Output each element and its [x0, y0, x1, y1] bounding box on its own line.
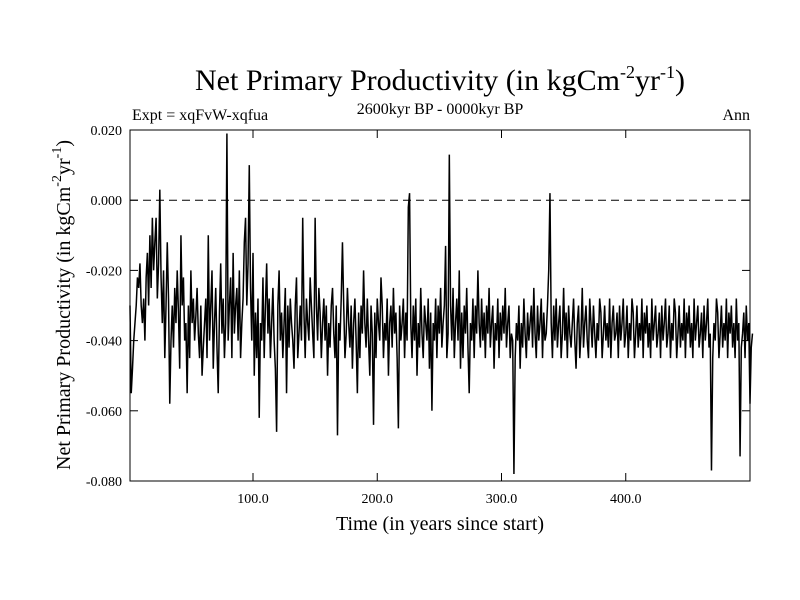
chart-title: Net Primary Productivity (in kgCm-2yr-1)	[195, 62, 685, 97]
y-axis-label: Net Primary Productivity (in kgCm-2yr-1)	[50, 140, 75, 470]
x-tick-label: 100.0	[237, 492, 269, 507]
x-tick-label: 400.0	[610, 492, 642, 507]
series-line-npp	[129, 133, 754, 474]
y-tick-label: -0.040	[86, 335, 122, 350]
y-tick-label: 0.020	[91, 124, 123, 139]
y-tick-label: -0.020	[86, 264, 122, 279]
x-axis: 100.0 200.0 300.0 400.0	[237, 130, 642, 507]
x-tick-label: 200.0	[362, 492, 394, 507]
x-axis-label: Time (in years since start)	[336, 513, 544, 535]
subtitle-left: Expt = xqFvW-xqfua	[132, 107, 268, 124]
y-tick-label: -0.060	[86, 405, 122, 420]
subtitle-center: 2600kyr BP - 0000kyr BP	[357, 101, 524, 118]
y-tick-label: -0.080	[86, 475, 122, 490]
subtitle-right: Ann	[722, 107, 750, 124]
y-axis: 0.020 0.000 -0.020 -0.040 -0.060 -0.080	[86, 124, 750, 490]
y-tick-label: 0.000	[91, 194, 123, 209]
x-tick-label: 300.0	[486, 492, 518, 507]
